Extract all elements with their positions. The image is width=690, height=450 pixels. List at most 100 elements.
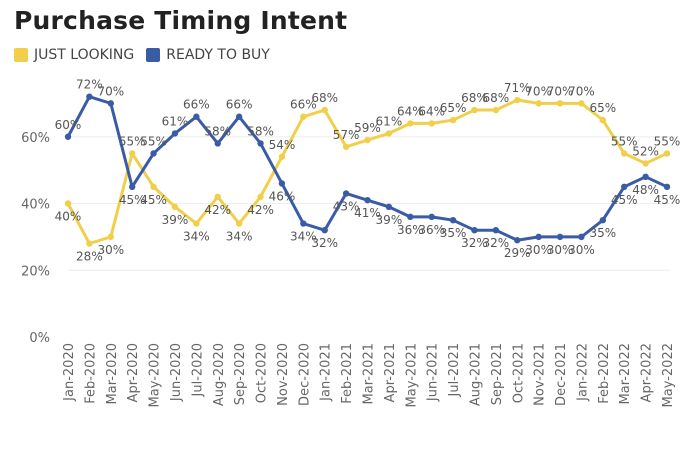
data-label: 48% (632, 183, 659, 197)
data-label: 55% (611, 134, 638, 148)
data-label: 45% (140, 193, 167, 207)
y-tick-label: 40% (21, 198, 50, 213)
x-tick-label: Mar-2021 (362, 343, 377, 404)
data-point (428, 213, 435, 221)
data-label: 71% (504, 81, 531, 95)
data-label: 32% (483, 236, 510, 250)
x-tick-label: Oct-2020 (255, 343, 270, 403)
x-tick-label: Nov-2020 (276, 343, 291, 406)
data-label: 70% (97, 84, 124, 98)
data-point (471, 227, 478, 234)
data-label: 34% (290, 230, 317, 244)
data-label: 43% (333, 199, 360, 213)
data-point (364, 196, 371, 204)
x-tick-label: Jun-2020 (169, 343, 184, 402)
data-point (556, 233, 564, 241)
data-point (278, 153, 286, 160)
data-label: 32% (461, 236, 488, 250)
x-tick-label: Jan-2021 (319, 343, 334, 402)
data-label: 58% (247, 124, 274, 138)
data-label: 55% (654, 134, 681, 148)
data-label: 39% (162, 213, 189, 227)
data-point (150, 183, 157, 191)
x-tick-label: May-2022 (661, 343, 676, 407)
x-tick-label: Apr-2020 (126, 343, 141, 402)
x-tick-label: Mar-2020 (105, 343, 120, 404)
data-point (556, 100, 564, 107)
x-tick-label: Jun-2021 (426, 343, 441, 402)
data-label: 35% (440, 226, 467, 240)
data-point (364, 136, 371, 144)
x-tick-label: Sep-2021 (490, 343, 505, 405)
data-point (578, 100, 585, 107)
data-point (235, 113, 243, 120)
data-label: 66% (226, 98, 253, 112)
data-label: 52% (632, 144, 659, 158)
data-point (86, 93, 93, 100)
data-label: 45% (611, 193, 638, 207)
data-point (64, 200, 72, 207)
data-point (663, 150, 671, 157)
data-label: 65% (440, 101, 467, 115)
legend-label-ready-to-buy: READY TO BUY (166, 47, 270, 63)
data-label: 66% (290, 98, 317, 112)
legend-swatch-just-looking (14, 48, 28, 62)
x-tick-label: Aug-2021 (468, 343, 483, 406)
data-point (321, 106, 328, 114)
data-point (193, 113, 200, 120)
x-tick-label: Apr-2021 (383, 343, 398, 402)
data-point (407, 120, 414, 127)
data-label: 46% (269, 189, 296, 203)
data-label: 72% (76, 78, 103, 92)
data-point (492, 227, 500, 234)
legend-label-just-looking: JUST LOOKING (34, 47, 135, 63)
data-label: 59% (354, 121, 381, 135)
data-label: 55% (140, 134, 167, 148)
data-point (342, 143, 350, 150)
data-point (107, 100, 114, 107)
data-label: 29% (504, 246, 531, 260)
data-point (492, 106, 500, 114)
data-point (128, 150, 136, 157)
x-tick-label: Sep-2020 (233, 343, 248, 405)
y-tick-label: 20% (21, 264, 50, 279)
data-label: 70% (547, 84, 574, 98)
data-point (535, 100, 542, 107)
legend-item-ready-to-buy: READY TO BUY (146, 47, 270, 63)
x-tick-label: Dec-2021 (554, 343, 569, 406)
x-tick-label: Oct-2021 (511, 343, 526, 403)
data-point (86, 240, 93, 247)
x-tick-label: Feb-2020 (83, 343, 98, 404)
x-tick-label: May-2021 (404, 343, 419, 407)
data-label: 41% (354, 206, 381, 220)
data-point (642, 173, 649, 180)
x-tick-label: Apr-2022 (640, 343, 655, 402)
data-point (235, 220, 243, 227)
chart-title: Purchase Timing Intent (14, 6, 348, 35)
data-label: 42% (204, 203, 231, 217)
data-label: 42% (247, 203, 274, 217)
data-label: 66% (183, 98, 210, 112)
x-tick-label: Jul-2021 (447, 343, 462, 397)
data-point (449, 216, 457, 224)
x-tick-label: Feb-2021 (340, 343, 355, 404)
x-tick-label: Jul-2020 (190, 343, 205, 397)
legend-item-just-looking: JUST LOOKING (14, 47, 134, 63)
y-tick-label: 60% (21, 131, 50, 146)
data-point (150, 150, 157, 157)
data-point (642, 160, 649, 167)
legend: JUST LOOKING READY TO BUY (14, 47, 282, 63)
data-label: 64% (418, 104, 445, 118)
data-point (514, 237, 521, 244)
data-label: 30% (525, 243, 552, 257)
data-point (514, 96, 521, 104)
data-point (64, 133, 72, 140)
data-point (257, 140, 264, 147)
data-label: 45% (654, 193, 681, 207)
data-point (535, 233, 542, 241)
data-point (257, 193, 264, 201)
data-label: 60% (55, 118, 82, 132)
data-point (428, 120, 435, 127)
data-point (471, 106, 478, 114)
